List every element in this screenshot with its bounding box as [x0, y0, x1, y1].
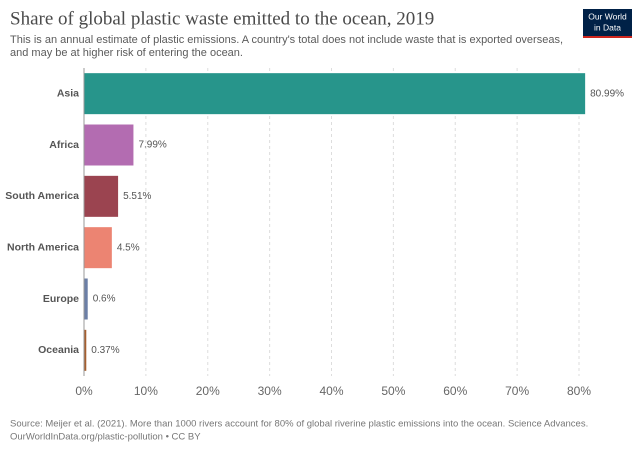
x-tick-label: 10%	[134, 384, 158, 398]
subtitle: and may be at higher risk of entering th…	[10, 47, 243, 59]
logo-text: Our World	[588, 11, 627, 21]
category-label: Asia	[57, 87, 79, 99]
value-label: 7.99%	[138, 140, 166, 151]
bar	[84, 175, 119, 217]
logo[interactable]: Our World in Data	[583, 9, 632, 38]
value-label: 0.37%	[91, 345, 119, 356]
bar	[84, 278, 88, 320]
value-label: 5.51%	[123, 191, 151, 202]
x-tick-label: 80%	[567, 384, 591, 398]
value-label: 0.6%	[93, 294, 116, 305]
bar	[84, 73, 586, 115]
x-tick-label: 40%	[319, 384, 343, 398]
bar	[84, 227, 112, 269]
x-tick-label: 20%	[196, 384, 220, 398]
x-tick-label: 30%	[258, 384, 282, 398]
x-tick-label: 50%	[381, 384, 405, 398]
category-label: Europe	[43, 293, 79, 305]
x-tick-label: 0%	[75, 384, 93, 398]
logo-box	[583, 9, 632, 38]
value-label: 80.99%	[590, 88, 624, 99]
category-label: Oceania	[38, 344, 79, 356]
subtitle: This is an annual estimate of plastic em…	[10, 34, 563, 46]
logo-underline	[583, 36, 632, 38]
category-label: Africa	[49, 139, 79, 151]
source: OurWorldInData.org/plastic-pollution • C…	[10, 432, 201, 443]
chart-title: Share of global plastic waste emitted to…	[10, 8, 434, 29]
category-label: North America	[7, 241, 79, 253]
bar	[84, 124, 134, 166]
logo-text: in Data	[594, 22, 621, 32]
x-tick-label: 70%	[505, 384, 529, 398]
value-label: 4.5%	[117, 242, 140, 253]
category-label: South America	[5, 190, 79, 202]
x-tick-label: 60%	[443, 384, 467, 398]
bar	[84, 329, 87, 371]
source: Source: Meijer et al. (2021). More than …	[10, 419, 588, 430]
